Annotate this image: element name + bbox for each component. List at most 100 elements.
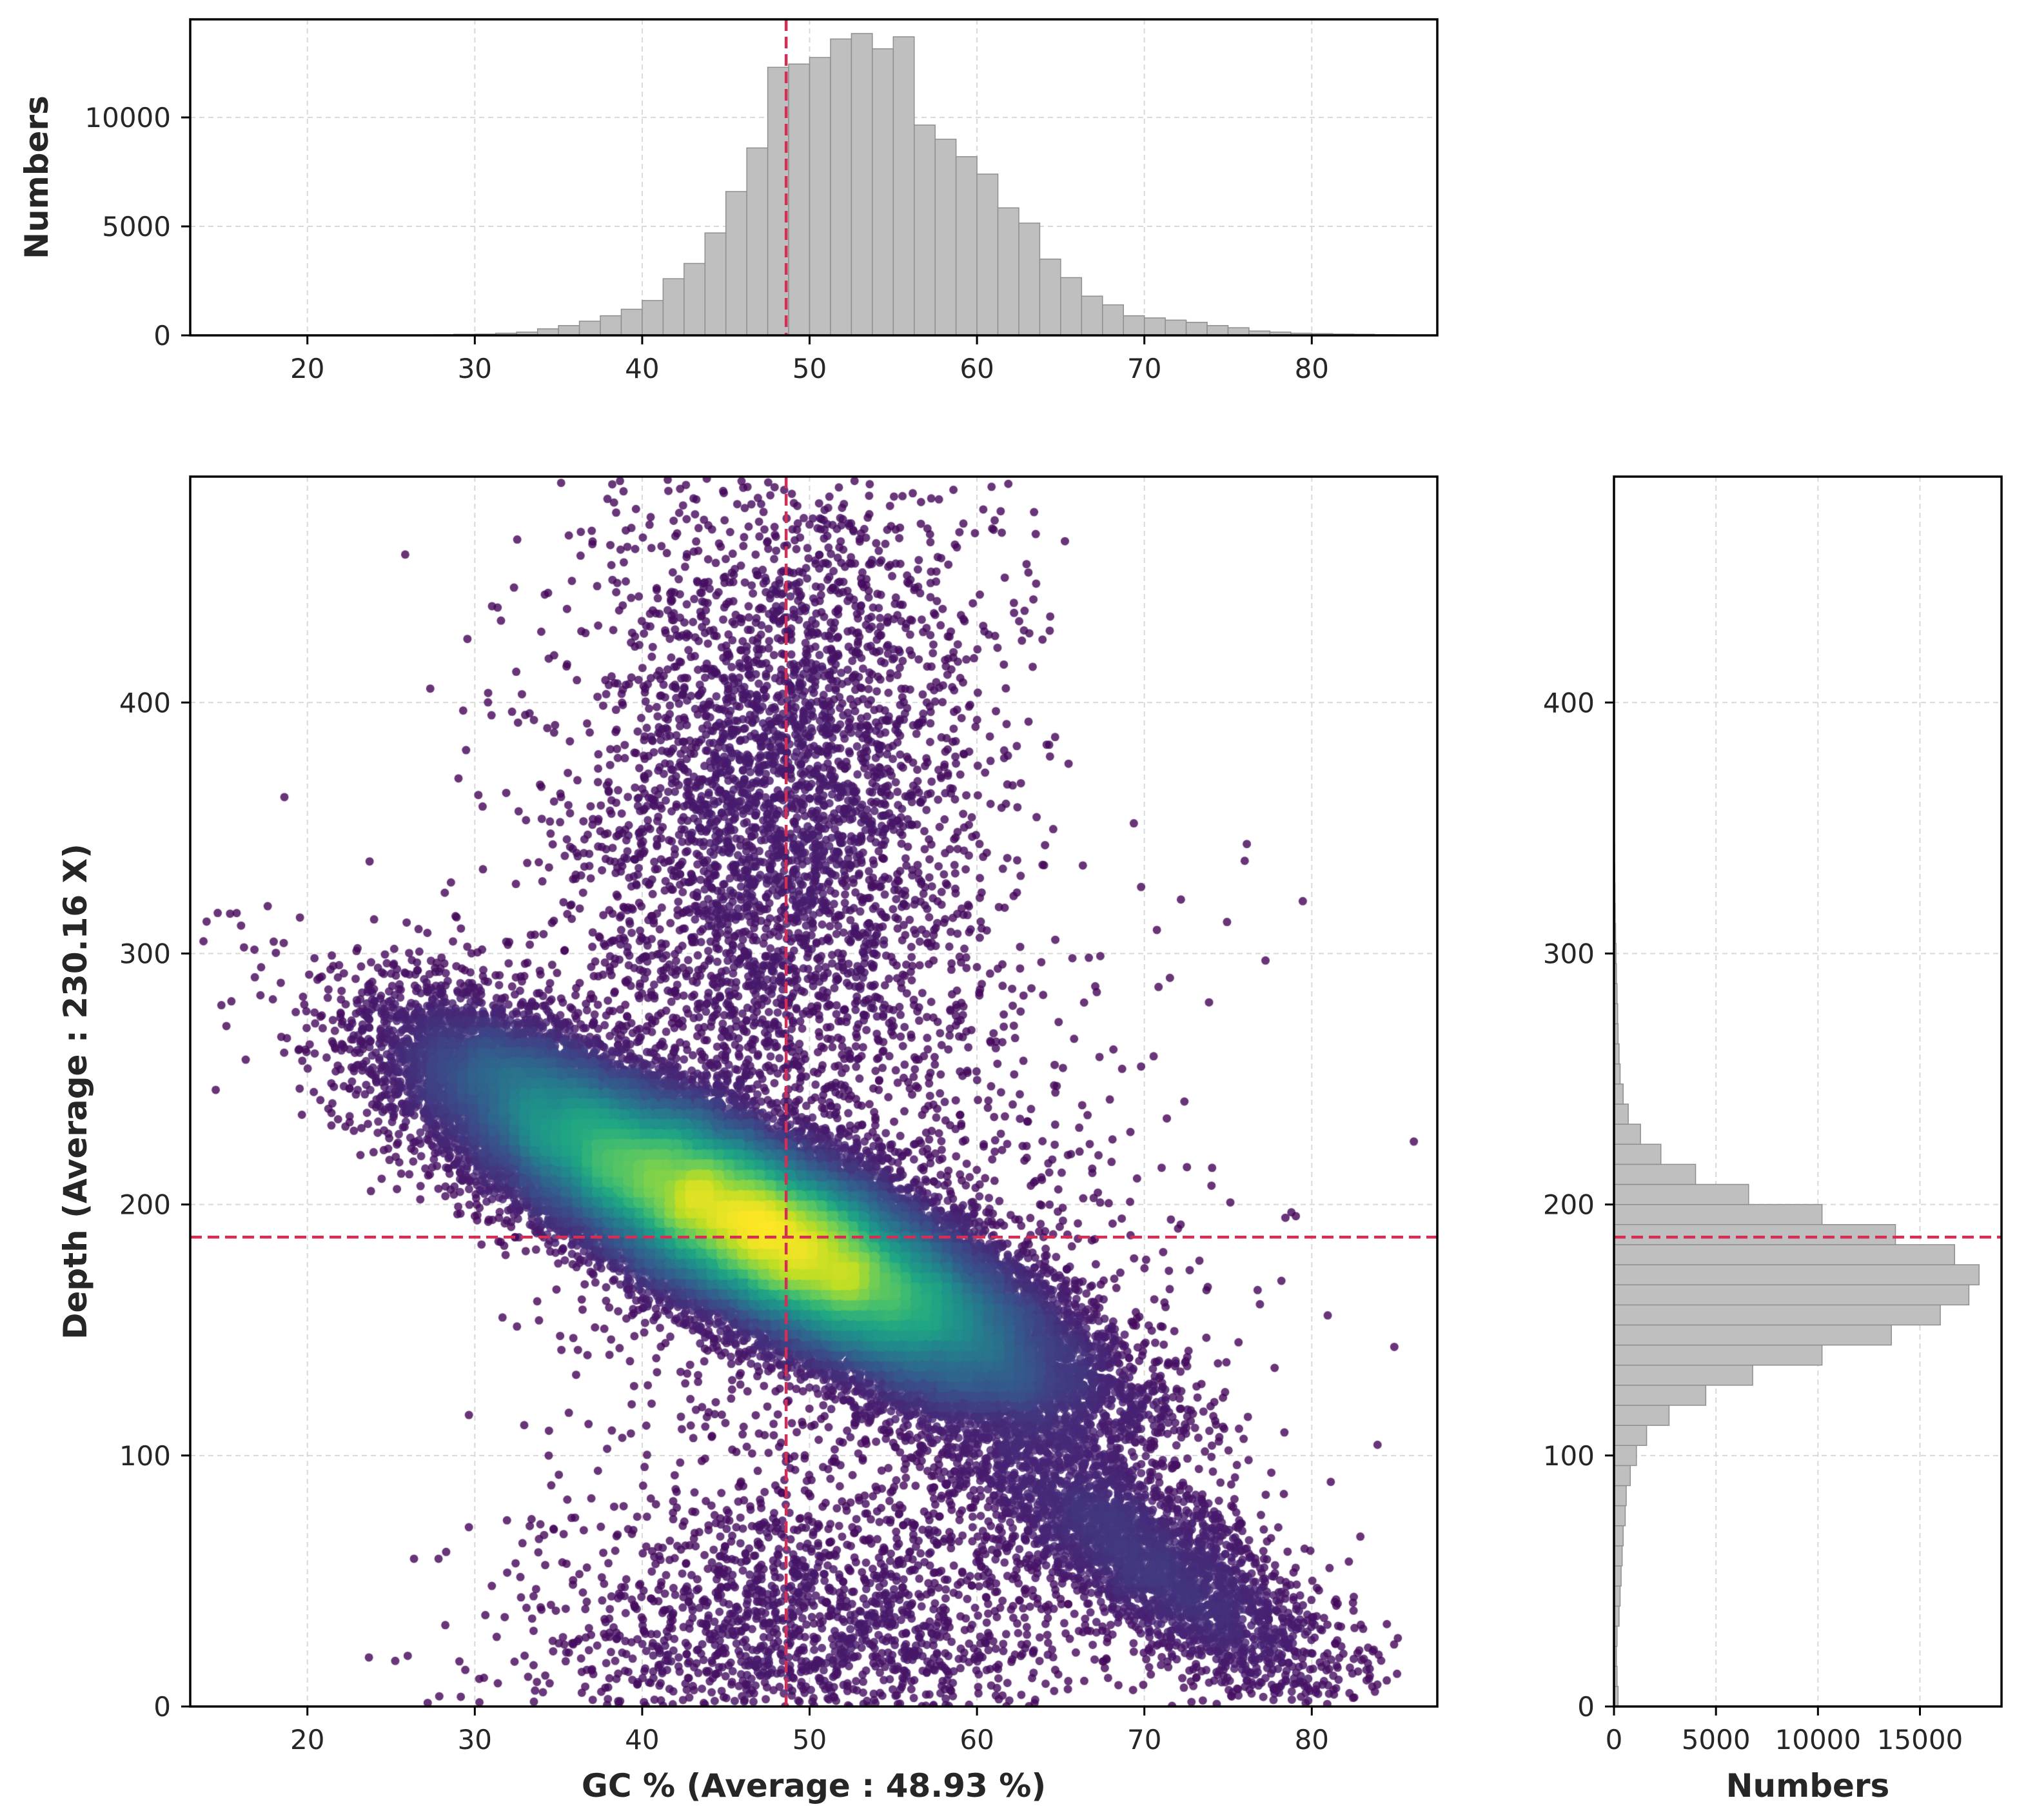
gc-histogram-bar [1018,223,1041,336]
depth-histogram-bar [1613,1123,1641,1145]
x-tick-label: 80 [1295,1724,1329,1756]
gc-histogram-bar [725,191,747,336]
y-tick-label: 100 [119,1440,171,1472]
gc-histogram-bar [914,124,936,336]
y-tick-label: 5000 [102,211,171,242]
x-tick-label: 50 [792,353,827,384]
gc-histogram-bar [1081,295,1103,336]
y-tick-label: 0 [153,1691,171,1723]
gc-histogram-bar [600,315,622,336]
gc-histogram-bar [997,207,1019,336]
depth-histogram-panel: 0 5000 10000 15000 0 100 200 300 400 Numbers [1543,475,2003,1805]
depth-histogram-bar [1613,1143,1662,1165]
x-tick-label: 50 [792,1724,827,1756]
depth-histogram-bar [1613,1505,1626,1527]
depth-histogram-bar [1613,1485,1627,1507]
scatter-ylabel: Depth (Average : 230.16 X) [57,844,94,1340]
depth-histogram-bar [1613,1425,1648,1446]
depth-histogram-bar [1613,1284,1970,1306]
x-tick-label: 60 [959,353,994,384]
x-tick-label: 15000 [1877,1724,1963,1756]
gc-histogram-bar [872,48,894,336]
depth-histogram-bar [1613,1445,1637,1467]
x-tick-label: 60 [959,1724,994,1756]
depth-histogram-bar [1613,1264,1980,1285]
gc-histogram-ylabel: Numbers [18,95,55,259]
y-tick-label: 0 [153,320,171,351]
gc-histogram-bar [1102,304,1125,336]
depth-histogram-bar [1613,1103,1629,1125]
depth-histogram-bar [1613,1385,1707,1406]
depth-histogram-bar [1613,1324,1892,1346]
gc-histogram-frame [189,18,1439,337]
scatter-ticks: 20 30 40 50 60 70 80 0 100 200 300 400 [119,687,1329,1756]
depth-histogram-bar [1613,1183,1749,1205]
depth-histogram-bar [1613,1083,1624,1105]
y-tick-label: 200 [1543,1189,1595,1221]
gc-histogram-bar [1165,319,1187,336]
gc-histogram-panel: 20 30 40 50 60 70 80 0 5000 10000 Numbers [18,18,1439,384]
gc-histogram-bar [1206,325,1229,336]
gc-histogram-bar [1039,258,1061,336]
x-tick-label: 80 [1295,353,1329,384]
x-tick-label: 20 [290,353,324,384]
gc-histogram-bar [976,173,999,336]
depth-histogram-bar [1613,1203,1823,1225]
x-tick-label: 10000 [1775,1724,1862,1756]
depth-histogram-bar [1613,1364,1753,1386]
depth-histogram-bar [1613,1163,1697,1185]
x-tick-label: 30 [458,353,492,384]
x-tick-label: 5000 [1682,1724,1751,1756]
scatter-panel: 20 30 40 50 60 70 80 0 100 200 300 400 GC % (Averag… [57,475,1439,1805]
gc-histogram-bar [1143,317,1166,336]
scatter-xlabel: GC % (Average : 48.93 %) [582,1767,1046,1805]
depth-histogram-bar [1613,1525,1624,1547]
depth-histogram-frame [1613,475,2003,1708]
y-tick-label: 400 [1543,687,1595,718]
depth-histogram-ticks: 0 5000 10000 15000 0 100 200 300 400 [1543,687,1963,1756]
x-tick-label: 70 [1127,353,1161,384]
depth-histogram-bar [1613,1244,1955,1265]
gc-histogram-bar [1227,327,1250,336]
depth-histogram-bar [1613,1224,1896,1245]
y-tick-label: 400 [119,687,171,718]
gc-histogram-bar [934,139,957,336]
gc-histogram-bar [662,278,685,336]
gc-histogram-bar [830,38,852,336]
scatter-points-density [190,477,1437,1706]
y-tick-label: 0 [1577,1691,1595,1723]
gc-histogram-bar [746,147,769,336]
gc-histogram-bar [809,57,831,336]
gc-histogram-bar [1123,315,1145,336]
y-tick-label: 300 [1543,938,1595,969]
depth-histogram-bars [1613,501,1980,1707]
y-tick-label: 100 [1543,1440,1595,1472]
y-tick-label: 10000 [84,102,171,134]
depth-histogram-bar [1613,1344,1823,1366]
depth-histogram-bar [1613,1405,1670,1426]
depth-histogram-xlabel: Numbers [1726,1767,1890,1805]
gc-histogram-bars [390,33,1438,336]
gc-histogram-bar [1185,321,1208,336]
depth-histogram-bar [1613,1465,1631,1487]
gc-histogram-bar [578,321,601,336]
x-tick-label: 30 [458,1724,492,1756]
gc-histogram-bar [955,156,978,336]
depth-histogram-bar [1613,1304,1941,1326]
x-tick-label: 20 [290,1724,324,1756]
x-tick-label: 40 [625,353,659,384]
gc-histogram-bar [684,262,706,336]
gc-histogram-bar [704,232,727,336]
y-tick-label: 300 [119,938,171,969]
depth-histogram-grid [1613,477,2002,1707]
x-tick-label: 0 [1606,1724,1623,1756]
x-tick-label: 70 [1127,1724,1161,1756]
gc-histogram-bar [788,63,811,336]
scatter-frame [189,475,1439,1708]
depth-histogram-bar [1613,1545,1623,1567]
gc-histogram-bar [892,36,915,336]
gc-histogram-bar [1060,277,1083,336]
gc-histogram-bar [558,325,580,336]
gc-histogram-bar [851,33,873,336]
